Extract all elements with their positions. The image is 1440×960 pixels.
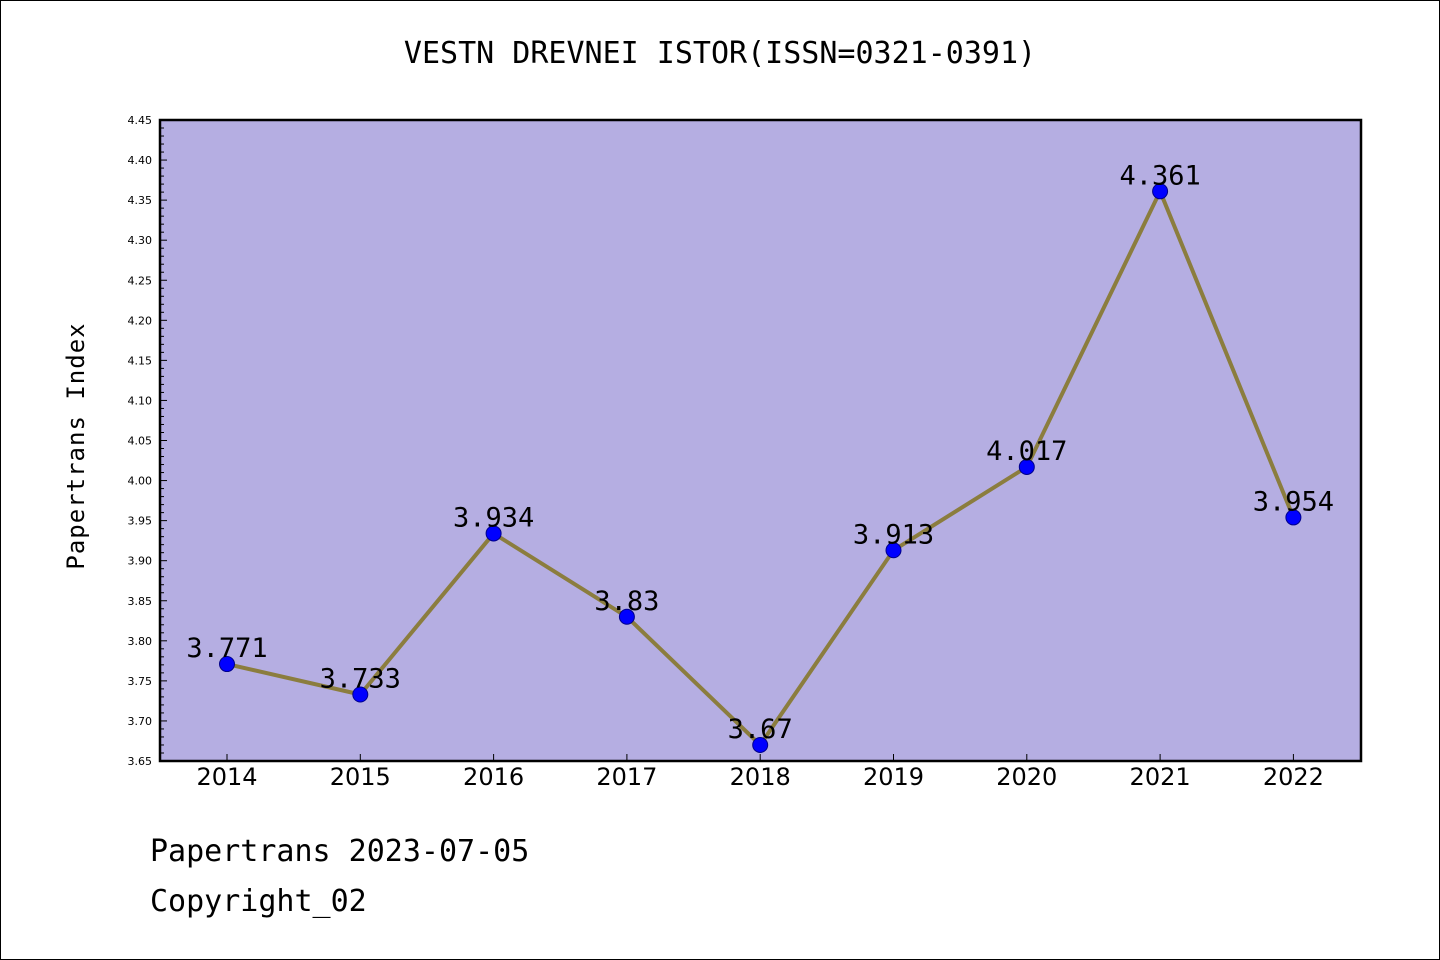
y-tick-label: 3.65 <box>128 755 153 768</box>
x-tick-label: 2015 <box>330 763 391 791</box>
x-tick-label: 2019 <box>863 763 924 791</box>
footer-copyright: Copyright_02 <box>150 884 367 919</box>
y-axis-ticks: 3.65 3.70 3.75 3.80 3.85 3.90 3.95 4.00 4.05 4.10… <box>128 114 167 768</box>
data-label: 3.67 <box>728 714 793 745</box>
y-tick-label: 4.40 <box>128 154 153 167</box>
y-tick-label: 4.00 <box>128 475 153 488</box>
y-tick-label: 4.20 <box>128 314 153 327</box>
data-point <box>219 656 235 673</box>
y-tick-label: 3.70 <box>128 715 153 728</box>
y-tick-label: 3.85 <box>128 595 153 608</box>
chart-title: VESTN DREVNEI ISTOR(ISSN=0321-0391) <box>403 36 1037 71</box>
y-tick-label: 4.15 <box>128 354 153 367</box>
data-label: 3.771 <box>186 633 267 664</box>
data-point <box>752 736 769 753</box>
data-point <box>1285 509 1302 526</box>
footer-date: Papertrans 2023-07-05 <box>150 834 530 869</box>
x-tick-label: 2021 <box>1130 763 1191 791</box>
plot-area <box>158 118 1363 763</box>
data-point <box>352 686 369 703</box>
x-tick-label: 2017 <box>596 763 657 791</box>
x-tick-label: 2018 <box>730 763 791 791</box>
data-label: 4.017 <box>986 436 1067 467</box>
series-markers <box>219 183 1302 753</box>
data-labels: 3.771 3.733 3.934 3.83 3.67 3.913 4.017 4.361 3.… <box>186 160 1334 745</box>
data-point <box>1018 458 1035 475</box>
x-tick-label: 2014 <box>196 763 257 791</box>
y-tick-label: 3.90 <box>128 555 153 568</box>
y-tick-label: 4.05 <box>128 435 153 448</box>
x-axis-ticks: 2014 2015 2016 2017 2018 2019 2020 2021 2022 <box>196 754 1324 791</box>
data-label: 3.954 <box>1253 486 1334 517</box>
y-tick-label: 3.95 <box>128 515 153 528</box>
data-point <box>885 542 902 559</box>
y-tick-label: 4.45 <box>128 114 153 127</box>
x-tick-label: 2020 <box>996 763 1057 791</box>
data-point <box>1152 183 1169 200</box>
data-point <box>485 525 502 542</box>
y-tick-label: 4.25 <box>128 274 153 287</box>
x-tick-label: 2022 <box>1263 763 1324 791</box>
data-label: 4.361 <box>1119 160 1200 191</box>
y-tick-label: 3.75 <box>128 675 153 688</box>
y-tick-label: 4.10 <box>128 394 153 407</box>
data-label: 3.733 <box>320 663 401 694</box>
data-label: 3.913 <box>853 519 934 550</box>
y-tick-label: 4.35 <box>128 194 153 207</box>
x-tick-label: 2016 <box>463 763 524 791</box>
data-label: 3.83 <box>594 586 659 617</box>
data-point <box>618 608 635 625</box>
data-label: 3.934 <box>453 502 534 533</box>
y-tick-label: 4.30 <box>128 234 153 247</box>
y-tick-label: 3.80 <box>128 635 153 648</box>
